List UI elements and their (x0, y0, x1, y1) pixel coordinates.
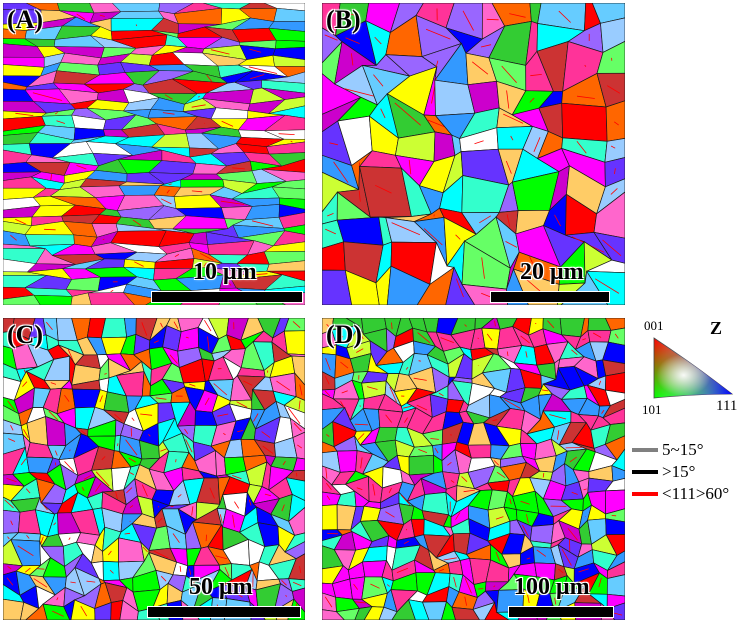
ipf-triangle-icon (653, 337, 734, 399)
ipf-corner-111: 111 (716, 398, 738, 414)
boundary-legend-row-high-angle: >15° (630, 462, 754, 484)
scale-bar-a (151, 291, 303, 303)
panel-label-c: (C) (7, 320, 44, 349)
scale-bar-d (508, 606, 614, 618)
grain-map-a (3, 3, 305, 305)
grain-map-b (322, 3, 625, 305)
ebsd-map-panel-a: (A) 10 μm (3, 3, 305, 305)
scale-label-c: 50 μm (189, 574, 253, 600)
panel-label-b: (B) (326, 5, 361, 34)
panel-label-a: (A) (7, 5, 44, 34)
twin-boundary-label: <111>60° (662, 484, 730, 503)
ebsd-map-panel-b: (B) 20 μm (322, 3, 625, 305)
boundary-legend-row-twin: <111>60° (630, 484, 754, 506)
scale-label-b: 20 μm (520, 259, 584, 285)
ebsd-map-panel-d: (D) 100 μm (322, 318, 625, 620)
ipf-corner-001: 001 (644, 318, 664, 333)
high-angle-line-swatch (632, 470, 658, 474)
boundary-legend-row-low-angle: 5~15° (630, 440, 754, 462)
ebsd-map-panel-c: (C) 50 μm (3, 318, 305, 620)
high-angle-label: >15° (662, 462, 696, 481)
twin-line-swatch (632, 492, 658, 496)
grain-map-d (322, 318, 625, 620)
scale-bar-b (490, 291, 610, 303)
low-angle-line-swatch (632, 448, 658, 452)
panel-label-d: (D) (326, 320, 363, 349)
low-angle-label: 5~15° (662, 440, 704, 459)
ipf-corner-101: 101 (642, 402, 662, 417)
scale-bar-c (147, 606, 301, 618)
boundary-legend: 5~15° >15° <111>60° (630, 440, 754, 506)
scale-label-d: 100 μm (514, 574, 590, 600)
grain-map-c (3, 318, 305, 620)
ipf-axis-label: Z (710, 318, 723, 338)
ipf-color-key: 001 Z 101 111 (640, 318, 750, 418)
scale-label-a: 10 μm (193, 259, 257, 285)
